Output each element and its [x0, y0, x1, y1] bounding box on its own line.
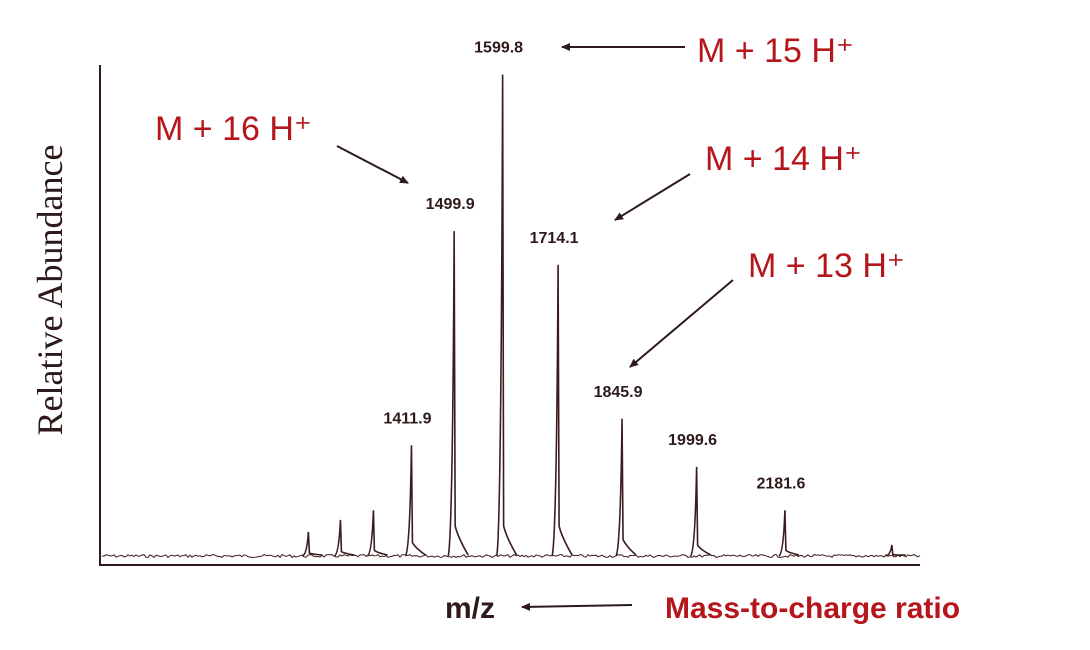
peak-label: 1411.9: [383, 410, 431, 427]
peak-label: 1499.9: [426, 196, 475, 213]
peak: [495, 74, 518, 557]
arrow: [629, 279, 734, 368]
peak: [885, 544, 906, 557]
x-axis-label: m/z: [445, 592, 495, 625]
x-axis-note: Mass-to-charge ratio: [665, 592, 960, 625]
baseline-noise: [101, 553, 921, 559]
peak: [333, 519, 355, 557]
peak-label: 1599.8: [474, 40, 523, 57]
peak: [404, 445, 426, 557]
y-axis-label: Relative Abundance: [30, 145, 70, 436]
annotation: M + 13 H⁺: [748, 247, 905, 285]
annotation: M + 14 H⁺: [705, 140, 862, 178]
annotation: M + 15 H⁺: [697, 32, 854, 70]
peak: [447, 231, 469, 557]
peak: [366, 510, 388, 557]
peak: [551, 264, 573, 557]
arrow: [521, 602, 633, 611]
peak-label: 1999.6: [668, 432, 717, 449]
peak-label: 1714.1: [530, 230, 579, 247]
peak-label: 2181.6: [756, 475, 805, 492]
peak-label: 1845.9: [594, 384, 643, 401]
peak: [689, 466, 711, 557]
peak: [301, 531, 323, 557]
arrow: [336, 145, 409, 184]
peak: [778, 510, 800, 557]
peak: [615, 418, 637, 557]
annotation: M + 16 H⁺: [155, 110, 312, 148]
arrow: [614, 173, 691, 221]
